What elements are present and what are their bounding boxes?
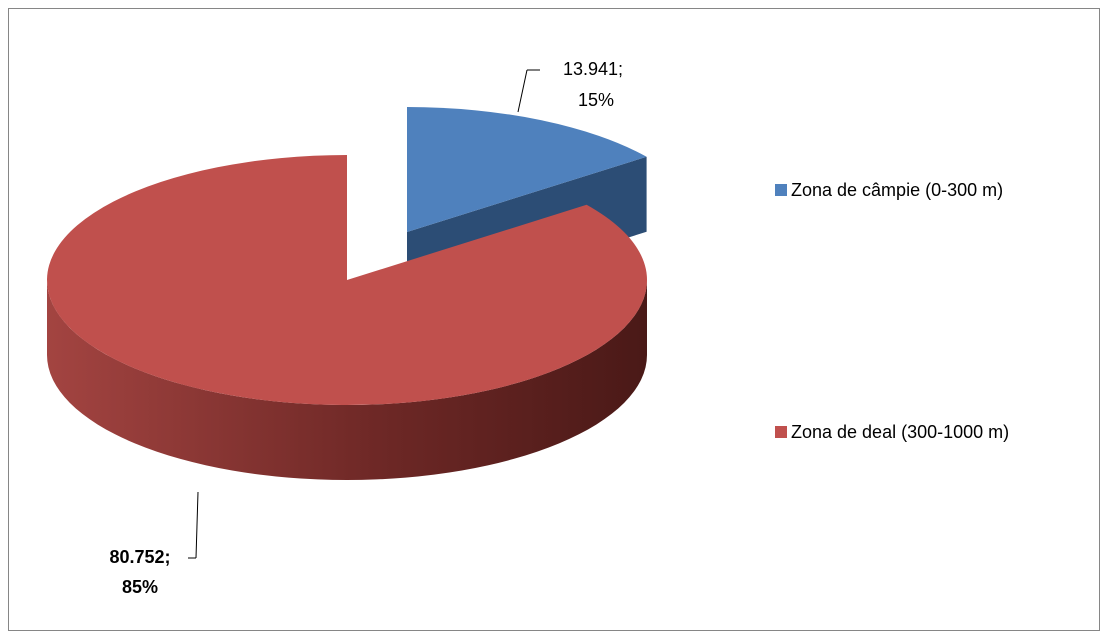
- legend-swatch: [775, 184, 787, 196]
- percent-label: 85%: [122, 577, 158, 597]
- legend-swatch: [775, 426, 787, 438]
- percent-label: 15%: [578, 90, 614, 110]
- legend-label: Zona de deal (300-1000 m): [791, 422, 1009, 442]
- value-label: 13.941;: [563, 59, 623, 79]
- leader-line: [195, 491, 199, 559]
- leader-line: [517, 69, 528, 113]
- pie: [47, 107, 648, 480]
- slice: [47, 155, 648, 405]
- slice-side: [47, 280, 647, 480]
- value-label: 80.752;: [109, 547, 170, 567]
- legend-label: Zona de câmpie (0-300 m): [791, 180, 1003, 200]
- slice: [407, 107, 647, 232]
